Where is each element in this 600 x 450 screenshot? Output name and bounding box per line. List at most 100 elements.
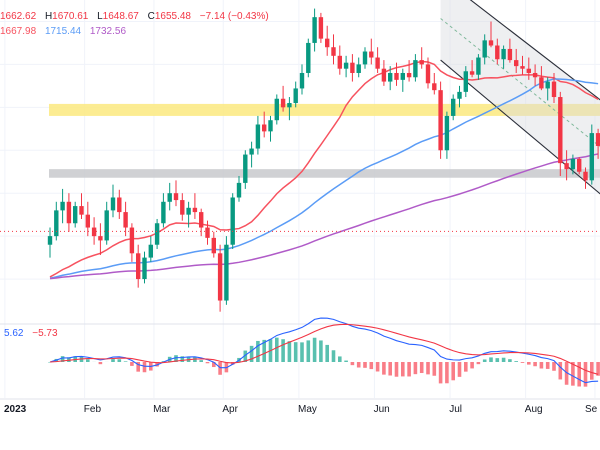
x-tick-label: Mar — [153, 404, 171, 415]
candle-body — [337, 55, 342, 69]
candle-body — [154, 223, 160, 245]
candle-body — [532, 72, 538, 78]
macd-histogram-bar — [300, 342, 304, 362]
x-tick-label: May — [298, 404, 317, 415]
change-value: −7.14 (−0.43%) — [199, 11, 269, 22]
macd-histogram-bar — [457, 362, 462, 377]
x-tick-label: Apr — [222, 404, 238, 415]
candle-body — [66, 201, 72, 224]
candle-body — [287, 103, 292, 108]
candle-body — [186, 207, 191, 215]
macd-histogram-bar — [413, 362, 418, 375]
macd-histogram-bar — [451, 362, 455, 381]
candle-body — [312, 17, 317, 43]
macd-histogram-bar — [174, 355, 178, 362]
high-value: 1670.61 — [52, 11, 89, 22]
macd-histogram-bar — [489, 357, 493, 362]
macd-histogram-bar — [394, 362, 399, 377]
ma-mid-value: 1715.44 — [44, 26, 82, 37]
candle-body — [526, 68, 531, 73]
macd-histogram-bar — [363, 362, 367, 368]
x-tick-label: 2023 — [4, 404, 27, 415]
macd-histogram-bar — [564, 362, 569, 385]
candle-body — [217, 253, 223, 301]
candle-body — [129, 227, 135, 254]
support-zone — [49, 169, 600, 178]
candle-body — [205, 227, 210, 238]
candle-body — [539, 77, 544, 89]
macd-histogram-bar — [445, 362, 449, 384]
candle-body — [47, 236, 53, 245]
candle-body — [482, 40, 487, 58]
candle-body — [577, 158, 582, 172]
candle-body — [545, 81, 550, 89]
candle-body — [243, 154, 248, 183]
candle-body — [350, 62, 355, 73]
macd-histogram-bar — [218, 362, 222, 375]
candle-body — [589, 133, 594, 181]
macd-histogram-bar — [256, 340, 260, 362]
macd-histogram-bar — [205, 362, 210, 364]
candle-body — [60, 201, 65, 211]
candle-body — [318, 17, 324, 39]
candle-body — [136, 253, 141, 280]
macd-histogram-bar — [325, 344, 329, 362]
candle-body — [211, 237, 216, 254]
x-tick-label: Jun — [374, 404, 390, 415]
macd-histogram-bar — [293, 342, 298, 362]
macd-histogram-bar — [508, 359, 512, 362]
macd-histogram-bar — [545, 362, 550, 369]
candle-body — [91, 227, 97, 237]
macd-histogram-bar — [552, 362, 556, 371]
macd-histogram-bar — [577, 362, 581, 387]
ma-slow-line — [49, 153, 599, 280]
macd-histogram-bar — [470, 362, 474, 369]
macd-histogram-bar — [558, 362, 563, 380]
candle-body — [488, 40, 494, 46]
candle-body — [551, 81, 557, 98]
macd-histogram-bar — [98, 362, 103, 365]
macd-histogram-bar — [111, 359, 115, 362]
candle-body — [558, 97, 563, 164]
candle-body — [79, 206, 84, 215]
macd-histogram-bar — [476, 362, 481, 365]
candle-body — [514, 60, 519, 67]
candle-body — [463, 71, 468, 92]
macd-histogram-bar — [117, 359, 122, 362]
macd-histogram-bar — [338, 356, 342, 362]
candle-body — [570, 158, 576, 170]
candle-body — [425, 64, 431, 84]
high-label: H — [44, 11, 53, 22]
candle-body — [306, 42, 311, 73]
macd-histogram-bar — [514, 361, 518, 362]
ma-fast-line — [49, 60, 599, 278]
macd-histogram-bar — [344, 360, 348, 362]
macd-histogram-bar — [419, 362, 424, 374]
low-value: 1648.67 — [102, 11, 139, 22]
candle-body — [117, 197, 122, 213]
candle-body — [161, 201, 166, 224]
macd-histogram-bar — [533, 362, 537, 367]
ma-fast-value: 1667.98 — [0, 26, 37, 37]
candle-body — [595, 133, 600, 146]
candle-body — [375, 57, 380, 69]
macd-histogram-bar — [249, 345, 254, 362]
candle-body — [438, 90, 443, 151]
candle-body — [400, 72, 405, 80]
candle-body — [381, 68, 387, 82]
macd-legend: 5.62 −5.73 — [0, 328, 64, 339]
macd-histogram-bar — [438, 362, 443, 384]
macd-histogram-bar — [67, 357, 71, 362]
ma-mid-line — [49, 78, 599, 279]
channel-lower-line — [440, 59, 600, 195]
ohlc-legend: 1662.62 H1670.61 L1648.67 C1655.48 −7.14… — [0, 11, 269, 22]
candle-body — [293, 88, 298, 104]
macd-histogram-bar — [407, 362, 411, 377]
close-value: 1655.48 — [154, 11, 191, 22]
moving-average-legend: 1667.98 1715.44 1732.56 — [0, 26, 132, 37]
candle-body — [343, 62, 349, 69]
candle-body — [142, 257, 147, 280]
candle-body — [564, 163, 569, 170]
candle-body — [199, 212, 204, 228]
